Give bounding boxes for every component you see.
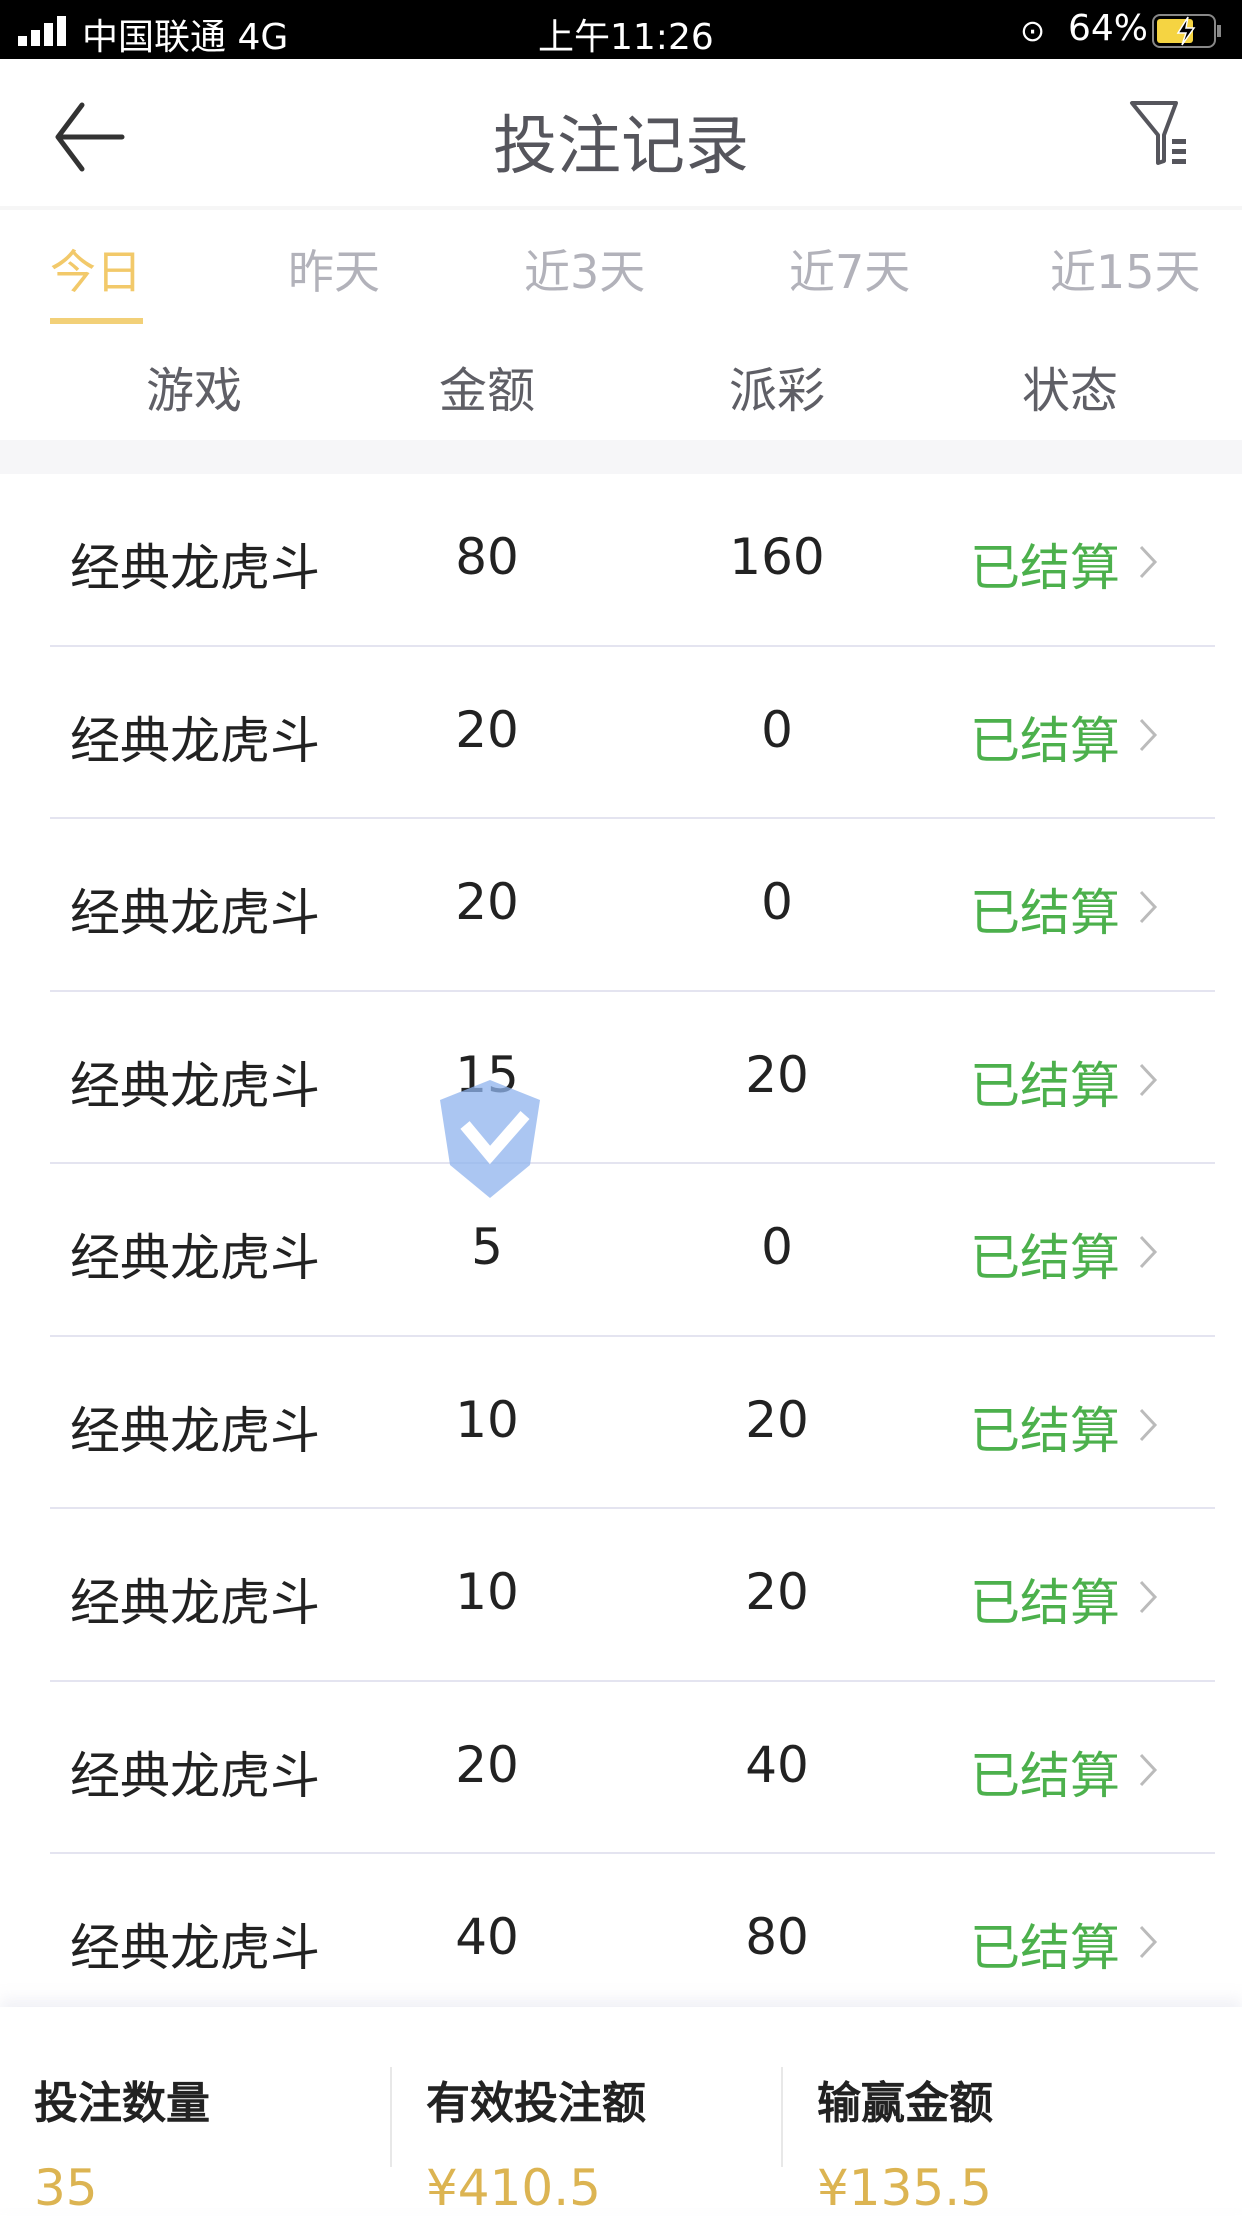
chevron-right-icon xyxy=(1139,890,1158,924)
tab-yesterday[interactable]: 昨天 xyxy=(288,245,380,299)
active-tab-indicator xyxy=(50,318,143,324)
back-button[interactable] xyxy=(52,97,132,177)
filter-button[interactable] xyxy=(1128,99,1192,169)
win-loss-label: 输赢金额 xyxy=(817,2078,993,2129)
filter-icon xyxy=(1130,101,1186,165)
page-title: 投注记录 xyxy=(493,110,749,184)
bet-row[interactable]: 经典龙虎斗 10 20 已结算 xyxy=(50,1337,1215,1509)
tab-15-days[interactable]: 近15天 xyxy=(1050,245,1201,299)
date-tabs: 今日 昨天 近3天 近7天 近15天 xyxy=(0,206,1242,327)
game-name: 经典龙虎斗 xyxy=(70,1919,320,1977)
bet-amount: 80 xyxy=(455,528,519,586)
divider xyxy=(781,2067,783,2167)
tab-today[interactable]: 今日 xyxy=(50,245,142,299)
payout: 80 xyxy=(745,1908,809,1966)
bet-amount: 40 xyxy=(455,1908,519,1966)
game-name: 经典龙虎斗 xyxy=(70,1746,320,1805)
status-label: 已结算 xyxy=(970,1574,1120,1632)
bet-count-label: 投注数量 xyxy=(34,2078,210,2129)
payout: 20 xyxy=(745,1563,809,1621)
status-label: 已结算 xyxy=(970,711,1120,770)
bet-row[interactable]: 经典龙虎斗 40 80 已结算 xyxy=(50,1854,1215,2027)
status-label: 已结算 xyxy=(970,1401,1120,1460)
bet-list: 经典龙虎斗 80 160 已结算 经典龙虎斗 20 0 已结算 经典龙虎斗 20… xyxy=(0,474,1242,2027)
status-label: 已结算 xyxy=(970,1229,1120,1287)
battery-percent: 64% xyxy=(1068,8,1149,49)
summary-footer: 投注数量 35 有效投注额 ¥410.5 输赢金额 ¥135.5 xyxy=(0,2007,1242,2217)
chevron-right-icon xyxy=(1139,1925,1158,1959)
divider xyxy=(0,440,1242,474)
bet-row[interactable]: 经典龙虎斗 5 0 已结算 xyxy=(50,1164,1215,1337)
payout: 20 xyxy=(745,1045,809,1104)
bet-count-value: 35 xyxy=(34,2159,98,2217)
payout: 0 xyxy=(761,873,793,931)
game-name: 经典龙虎斗 xyxy=(70,1056,320,1115)
bet-row[interactable]: 经典龙虎斗 20 0 已结算 xyxy=(50,819,1215,992)
valid-bet: 有效投注额 ¥410.5 xyxy=(426,2067,646,2217)
bet-amount: 5 xyxy=(471,1218,503,1276)
column-payout: 派彩 xyxy=(728,363,825,419)
chevron-right-icon xyxy=(1139,1235,1158,1269)
carrier: 中国联通 4G xyxy=(82,17,289,58)
game-name: 经典龙虎斗 xyxy=(70,884,320,942)
bet-amount: 10 xyxy=(455,1390,519,1449)
chevron-right-icon xyxy=(1139,718,1158,751)
column-game: 游戏 xyxy=(145,363,242,419)
table-header: 游戏 金额 派彩 状态 xyxy=(0,327,1242,440)
rotation-lock-icon: ⊙ xyxy=(1020,14,1046,49)
chevron-right-icon xyxy=(1139,1408,1158,1441)
valid-bet-label: 有效投注额 xyxy=(426,2078,646,2129)
bet-amount: 20 xyxy=(455,873,519,931)
bet-row[interactable]: 经典龙虎斗 10 20 已结算 xyxy=(50,1509,1215,1682)
bet-amount: 20 xyxy=(455,1735,519,1794)
chevron-right-icon xyxy=(1139,1753,1158,1786)
bet-row[interactable]: 经典龙虎斗 80 160 已结算 xyxy=(50,474,1215,647)
game-name: 经典龙虎斗 xyxy=(70,711,320,770)
game-name: 经典龙虎斗 xyxy=(70,539,320,597)
payout: 0 xyxy=(761,1218,793,1276)
bet-row[interactable]: 经典龙虎斗 20 0 已结算 xyxy=(50,647,1215,819)
bet-amount: 15 xyxy=(455,1045,519,1104)
divider xyxy=(390,2067,392,2167)
payout: 40 xyxy=(745,1735,809,1794)
arrow-left-icon xyxy=(55,102,125,172)
game-name: 经典龙虎斗 xyxy=(70,1401,320,1460)
bet-count: 投注数量 35 xyxy=(34,2067,210,2217)
payout: 0 xyxy=(761,700,793,759)
tab-7-days[interactable]: 近7天 xyxy=(789,245,911,299)
payout: 20 xyxy=(745,1390,809,1449)
bet-row[interactable]: 经典龙虎斗 15 20 已结算 xyxy=(50,992,1215,1164)
chevron-right-icon xyxy=(1139,1580,1158,1614)
status-label: 已结算 xyxy=(970,884,1120,942)
clock: 上午11:26 xyxy=(538,17,714,58)
game-name: 经典龙虎斗 xyxy=(70,1229,320,1287)
signal-icon xyxy=(18,14,74,46)
column-amount: 金额 xyxy=(438,363,535,419)
nav-bar: 投注记录 xyxy=(0,59,1242,206)
game-name: 经典龙虎斗 xyxy=(70,1574,320,1632)
status-label: 已结算 xyxy=(970,1746,1120,1805)
chevron-right-icon xyxy=(1139,1063,1158,1096)
battery-icon xyxy=(1152,14,1224,57)
tab-3-days[interactable]: 近3天 xyxy=(524,245,646,299)
win-loss: 输赢金额 ¥135.5 xyxy=(817,2067,993,2217)
chevron-right-icon xyxy=(1139,545,1158,579)
status-label: 已结算 xyxy=(970,539,1120,597)
win-loss-value: ¥135.5 xyxy=(817,2159,992,2217)
valid-bet-value: ¥410.5 xyxy=(426,2159,601,2217)
status-bar: 中国联通 4G 上午11:26 ⊙ 64% xyxy=(0,0,1242,59)
status-label: 已结算 xyxy=(970,1919,1120,1977)
column-status: 状态 xyxy=(1021,363,1118,419)
payout: 160 xyxy=(729,528,825,586)
bet-amount: 20 xyxy=(455,700,519,759)
bet-row[interactable]: 经典龙虎斗 20 40 已结算 xyxy=(50,1682,1215,1854)
bet-amount: 10 xyxy=(455,1563,519,1621)
status-label: 已结算 xyxy=(970,1056,1120,1115)
